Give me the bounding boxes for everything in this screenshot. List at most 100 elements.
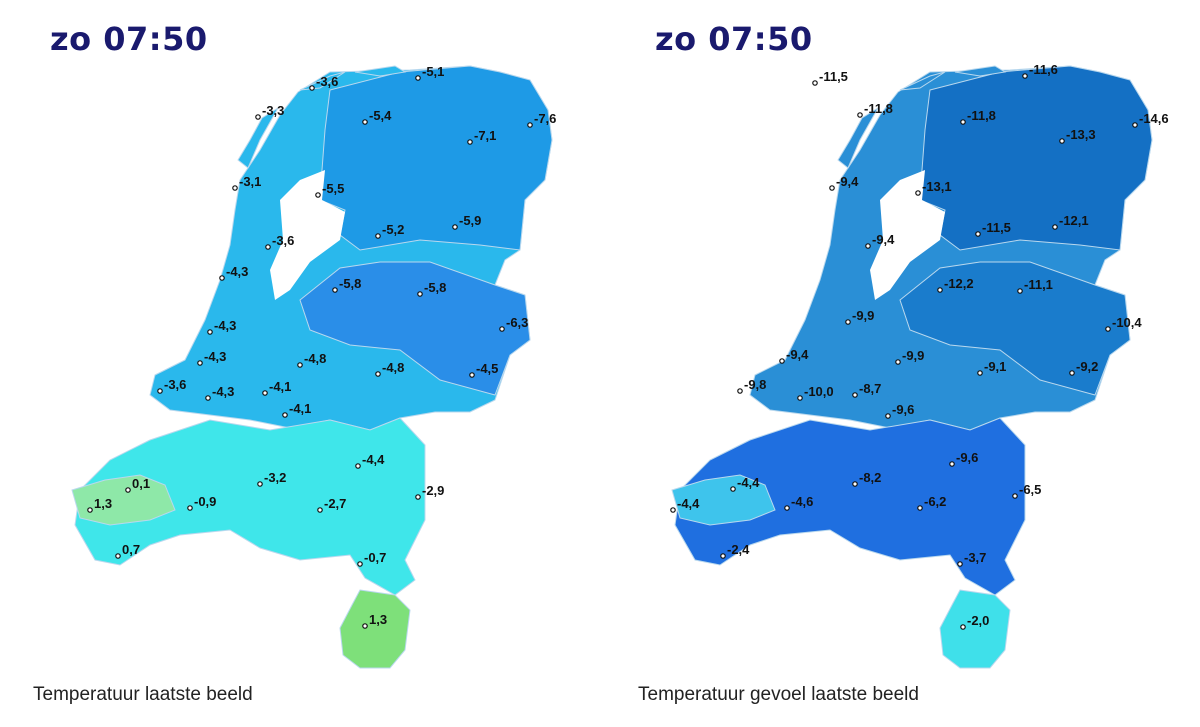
- temperature-value: -8,2: [859, 470, 881, 485]
- temperature-value: -13,1: [922, 179, 952, 194]
- station-dot: [957, 561, 963, 567]
- station-reading: -10,0: [797, 384, 834, 401]
- station-reading: 1,3: [87, 496, 112, 513]
- station-dot: [1017, 288, 1023, 294]
- region-limburg: [939, 589, 1011, 669]
- station-dot: [975, 231, 981, 237]
- station-reading: -4,3: [207, 318, 236, 335]
- temperature-value: -7,1: [474, 128, 496, 143]
- station-reading: -9,4: [829, 174, 859, 191]
- station-dot: [355, 463, 361, 469]
- station-dot: [207, 329, 213, 335]
- station-reading: -11,6: [1022, 62, 1058, 79]
- station-dot: [197, 360, 203, 366]
- region-north: [319, 65, 553, 251]
- station-reading: -5,1: [415, 64, 444, 81]
- temperature-value: -3,6: [316, 74, 338, 89]
- temperature-value: -10,4: [1112, 315, 1142, 330]
- station-reading: -11,5: [975, 220, 1011, 237]
- station-dot: [797, 395, 803, 401]
- station-reading: -9,9: [845, 308, 874, 325]
- observation-time: zo 07:50: [50, 20, 208, 58]
- station-reading: -7,6: [527, 111, 556, 128]
- observation-time: zo 07:50: [655, 20, 813, 58]
- temperature-value: -11,8: [967, 108, 996, 123]
- station-dot: [1069, 370, 1075, 376]
- temperature-value: -9,4: [836, 174, 859, 189]
- station-dot: [720, 553, 726, 559]
- region-north: [919, 65, 1153, 251]
- station-dot: [499, 326, 505, 332]
- station-reading: -12,1: [1052, 213, 1089, 230]
- temperature-value: 0,1: [132, 476, 150, 491]
- ijsselmeer: [270, 170, 345, 300]
- map-labels: -11,5 -11,6 -11,8 -11,8 -13,3 -14,6 -9,4 -13,1 -…: [670, 62, 1169, 630]
- station-reading: -4,8: [297, 351, 326, 368]
- station-dot: [949, 461, 955, 467]
- ijsselmeer: [870, 170, 945, 300]
- station-reading: 0,7: [115, 542, 140, 559]
- temperature-value: -9,9: [902, 348, 924, 363]
- region-limburg: [339, 589, 411, 669]
- station-dot: [125, 487, 131, 493]
- station-dot: [730, 486, 736, 492]
- temperature-value: -5,5: [322, 181, 344, 196]
- temperature-value: -13,3: [1066, 127, 1096, 142]
- station-reading: -4,3: [197, 349, 226, 366]
- station-reading: -4,4: [670, 496, 700, 513]
- temperature-value: -14,6: [1139, 111, 1169, 126]
- station-reading: -8,7: [852, 381, 881, 398]
- temperature-value: -4,6: [791, 494, 813, 509]
- station-reading: 0,1: [125, 476, 150, 493]
- station-dot: [357, 561, 363, 567]
- station-dot: [157, 388, 163, 394]
- station-dot: [527, 122, 533, 128]
- station-reading: -9,1: [977, 359, 1006, 376]
- station-reading: -9,9: [895, 348, 924, 365]
- temperature-value: -6,3: [506, 315, 528, 330]
- station-reading: -6,2: [917, 494, 946, 511]
- station-dot: [812, 80, 818, 86]
- station-reading: -3,3: [255, 103, 284, 120]
- station-reading: 1,3: [362, 612, 387, 629]
- station-reading: -6,5: [1012, 482, 1041, 499]
- temperature-value: -2,7: [324, 496, 346, 511]
- station-reading: -9,8: [737, 377, 766, 394]
- temperature-value: -6,5: [1019, 482, 1041, 497]
- temperature-value: -0,7: [364, 550, 386, 565]
- station-reading: -7,1: [467, 128, 496, 145]
- station-dot: [1022, 73, 1028, 79]
- temperature-value: -5,4: [369, 108, 392, 123]
- station-reading: -2,4: [720, 542, 750, 559]
- station-reading: -2,7: [317, 496, 346, 513]
- station-reading: -14,6: [1132, 111, 1169, 128]
- station-dot: [895, 359, 901, 365]
- temperature-value: 0,7: [122, 542, 140, 557]
- region-south: [674, 417, 1026, 596]
- station-dot: [315, 192, 321, 198]
- station-dot: [857, 112, 863, 118]
- station-dot: [852, 392, 858, 398]
- station-reading: -3,1: [232, 174, 261, 191]
- station-dot: [917, 505, 923, 511]
- station-dot: [469, 372, 475, 378]
- station-dot: [452, 224, 458, 230]
- station-dot: [187, 505, 193, 511]
- map-regions: [71, 65, 553, 669]
- station-dot: [960, 119, 966, 125]
- temperature-value: -3,7: [964, 550, 986, 565]
- station-dot: [115, 553, 121, 559]
- station-dot: [362, 623, 368, 629]
- station-reading: -11,8: [857, 101, 893, 118]
- temperature-value: -11,8: [864, 101, 893, 116]
- station-reading: -9,4: [779, 347, 809, 364]
- temperature-value: -12,2: [944, 276, 974, 291]
- station-reading: -5,8: [417, 280, 446, 297]
- region-southwest: [671, 474, 776, 526]
- station-reading: -3,2: [257, 470, 286, 487]
- temperature-value: -9,8: [744, 377, 766, 392]
- station-reading: -9,2: [1069, 359, 1098, 376]
- temperature-value: -9,4: [786, 347, 809, 362]
- temperature-value: -5,1: [422, 64, 444, 79]
- station-dot: [915, 190, 921, 196]
